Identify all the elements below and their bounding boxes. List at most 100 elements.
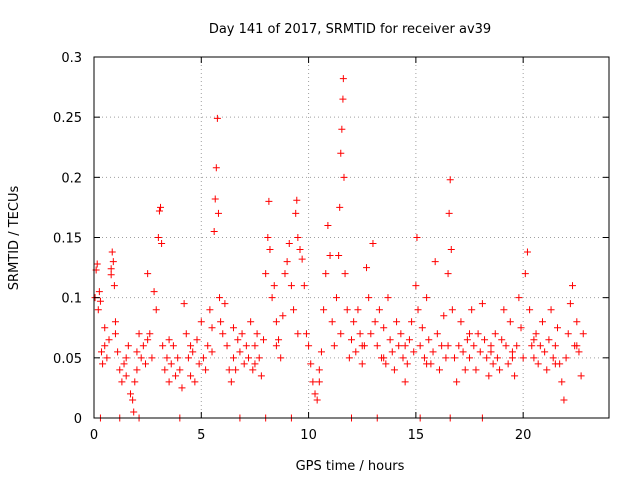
data-point (95, 288, 103, 296)
chart-title: Day 141 of 2017, SRMTID for receiver av3… (209, 22, 491, 37)
data-point (150, 288, 158, 296)
data-point (283, 258, 291, 266)
data-point (98, 348, 106, 356)
data-point (388, 348, 396, 356)
data-point (380, 324, 388, 332)
data-point (369, 240, 377, 248)
data-point (328, 318, 336, 326)
data-point (339, 75, 347, 83)
data-point (423, 294, 431, 302)
data-point (440, 312, 448, 320)
data-point (566, 300, 574, 308)
data-point (506, 318, 514, 326)
data-point (232, 366, 240, 374)
plot-frame (93, 56, 610, 419)
data-point (281, 270, 289, 278)
data-point (169, 342, 177, 350)
x-tick-label: 5 (197, 428, 205, 443)
data-point (251, 342, 259, 350)
data-point (579, 330, 587, 338)
data-point (538, 318, 546, 326)
data-point (221, 300, 229, 308)
data-point (472, 366, 480, 374)
data-point (317, 348, 325, 356)
data-point (433, 330, 441, 338)
data-point (401, 342, 409, 350)
data-point (526, 306, 534, 314)
data-point (311, 390, 319, 398)
data-point (375, 306, 383, 314)
data-point (551, 342, 559, 350)
x-tick-label: 20 (515, 428, 532, 443)
data-point (163, 354, 171, 362)
data-point (158, 240, 166, 248)
data-point (577, 372, 585, 380)
data-point (474, 330, 482, 338)
data-point (167, 360, 175, 368)
data-point (354, 306, 362, 314)
data-point (447, 246, 455, 254)
data-point (199, 354, 207, 362)
data-point (352, 348, 360, 356)
data-point (107, 265, 115, 273)
y-tick-label: 0 (74, 412, 82, 427)
data-point (202, 366, 210, 374)
data-point (245, 354, 252, 362)
data-point (189, 348, 197, 356)
data-point (137, 354, 145, 362)
data-point (502, 342, 510, 350)
data-point (307, 360, 315, 368)
data-point (336, 203, 344, 211)
y-tick-label: 0.25 (53, 111, 82, 126)
y-tick-label: 0.2 (61, 171, 82, 186)
data-point (290, 306, 298, 314)
data-point (457, 318, 465, 326)
data-point (390, 366, 398, 374)
data-point (279, 312, 287, 320)
data-point (272, 318, 280, 326)
data-point (294, 234, 302, 241)
data-point (247, 318, 255, 326)
data-point (545, 336, 553, 344)
data-point (547, 306, 555, 314)
data-point (204, 342, 212, 350)
data-point (549, 354, 557, 362)
data-point (96, 297, 104, 305)
data-point (423, 360, 431, 368)
data-point (489, 360, 497, 368)
data-point (519, 354, 527, 362)
data-point (251, 360, 259, 368)
data-point (515, 294, 523, 302)
data-point (455, 342, 463, 350)
data-point (431, 258, 439, 266)
data-point (193, 336, 201, 344)
data-point (536, 342, 544, 350)
data-point (292, 209, 300, 217)
data-point (217, 318, 225, 326)
data-point (225, 366, 233, 374)
data-point (195, 360, 203, 368)
data-point (367, 330, 375, 338)
data-point (277, 354, 285, 362)
data-point (530, 354, 538, 362)
x-tick-label: 0 (90, 428, 98, 443)
data-point (126, 390, 134, 398)
data-point (249, 366, 257, 374)
data-point (229, 354, 237, 362)
data-point (413, 234, 421, 241)
data-point (508, 354, 516, 362)
data-point (384, 294, 392, 302)
data-point (187, 372, 195, 380)
data-point (393, 318, 401, 326)
data-point (341, 270, 349, 278)
data-point (481, 336, 489, 344)
data-point (118, 378, 126, 386)
data-point (262, 270, 270, 278)
data-point (135, 330, 143, 338)
data-point (216, 294, 224, 302)
data-point (521, 270, 529, 278)
data-point (305, 342, 313, 350)
data-point (236, 348, 244, 356)
data-point (302, 330, 310, 338)
